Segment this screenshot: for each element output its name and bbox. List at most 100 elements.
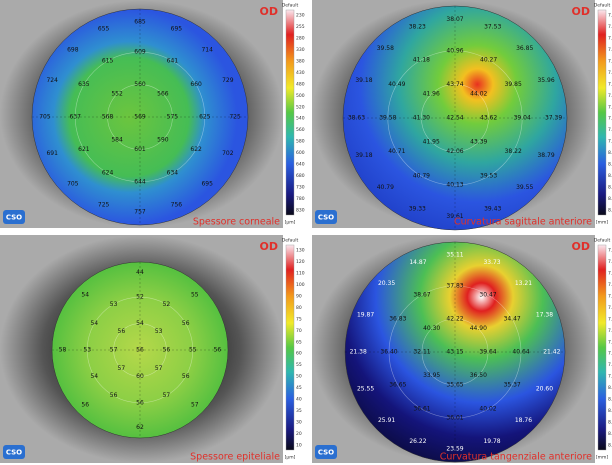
map-value: 58 — [59, 347, 67, 354]
scale-label: 55 — [296, 362, 302, 368]
map-ring — [74, 51, 206, 183]
map-value: 56 — [81, 401, 89, 408]
scale-label: 7.80 — [608, 127, 612, 133]
map-value: 39.53 — [480, 173, 497, 180]
scale-label: 7.50 — [608, 328, 612, 334]
map-value: 25.55 — [357, 386, 374, 393]
map-value: 566 — [157, 91, 169, 98]
map-value: 25.91 — [378, 417, 395, 424]
map-ring — [421, 84, 489, 152]
map-value: 41.95 — [423, 138, 440, 145]
eye-label: OD — [572, 5, 590, 18]
panel: 569 560 566 575 590 601 584 568 552 609 641 660 625 6… — [0, 0, 305, 228]
scale-label: 7.25 — [608, 35, 612, 41]
map-value: 14.87 — [409, 259, 426, 266]
scale-label: 7.25 — [608, 270, 612, 276]
map-value: 20.60 — [536, 386, 553, 393]
map-value: 40.02 — [479, 406, 496, 413]
map-value: 57 — [191, 401, 199, 408]
map-value: 695 — [201, 181, 213, 188]
map-value: 56 — [182, 320, 190, 327]
map-value: 19.87 — [357, 311, 374, 318]
map-value: 35.65 — [446, 382, 463, 389]
map-value: 757 — [134, 209, 146, 216]
map-ring — [387, 50, 523, 186]
scale-label: 7.70 — [608, 351, 612, 357]
map-value: 40.13 — [446, 182, 463, 189]
map-value: 44.90 — [470, 325, 487, 332]
map-value: 609 — [134, 49, 146, 56]
map-caption: Spessore epiteliale — [190, 452, 280, 463]
map-value: 55 — [191, 292, 199, 299]
logo-text: CSO — [318, 214, 334, 222]
topography-map — [342, 5, 568, 231]
scale-unit: [µm] — [285, 455, 296, 461]
scale-label: 7.30 — [608, 282, 612, 288]
scale-label: 7.35 — [608, 293, 612, 299]
map-value: 38.79 — [537, 152, 554, 159]
map-value: 37.83 — [446, 283, 463, 290]
scale-label: 65 — [296, 339, 302, 345]
map-value: 622 — [190, 146, 202, 153]
scale-label: 560 — [296, 127, 305, 133]
map-value: 55 — [189, 347, 197, 354]
scale-label: 830 — [296, 208, 305, 214]
map-value: 39.04 — [514, 115, 531, 122]
map-value: 36.83 — [389, 316, 406, 323]
map-value: 53 — [155, 328, 163, 335]
map-value: 39.58 — [377, 45, 394, 52]
map-value: 18.76 — [515, 417, 532, 424]
scale-label: 8.10 — [608, 162, 612, 168]
map-value: 41.18 — [413, 56, 430, 63]
panel: 56 54 53 56 57 60 57 57 56 52 52 56 55 56 57 56 56 54 53 54… — [0, 235, 305, 463]
map-value: 685 — [134, 18, 146, 25]
map-value: 54 — [136, 320, 144, 327]
map-value: 53 — [83, 347, 91, 354]
scale-title: Default — [594, 3, 611, 9]
logo-text: CSO — [6, 214, 22, 222]
map-value: 60 — [136, 373, 144, 380]
map-value: 40.71 — [388, 148, 405, 155]
map-caption: Curvatura sagittale anteriore — [454, 217, 592, 228]
scale-label: 280 — [296, 35, 305, 41]
map-value: 625 — [199, 114, 211, 121]
map-value: 23.59 — [446, 445, 463, 452]
map-ring — [388, 285, 522, 419]
scale-label: 7.90 — [608, 139, 612, 145]
map-value: 44.02 — [470, 91, 487, 98]
topography-map — [344, 241, 566, 463]
map-value: 56 — [118, 328, 126, 335]
scale-label: 7.60 — [608, 339, 612, 345]
map-value: 34.47 — [504, 316, 521, 323]
map-value: 40.49 — [388, 81, 405, 88]
scale-label: 7.35 — [608, 58, 612, 64]
scale-label: 10 — [296, 443, 302, 449]
scale-label: 8.69 — [608, 208, 612, 214]
map-value: 624 — [102, 170, 114, 177]
color-scale — [285, 244, 295, 451]
map-value: 39.43 — [484, 206, 501, 213]
map-value: 568 — [102, 114, 114, 121]
map-value: 39.33 — [409, 206, 426, 213]
scale-label: 60 — [296, 351, 302, 357]
logo-text: CSO — [6, 449, 22, 457]
scale-label: 7.45 — [608, 316, 612, 322]
scale-label: 7.15 — [608, 13, 612, 19]
scale-label: 8.33 — [608, 185, 612, 191]
scale-label: 100 — [296, 282, 305, 288]
scale-label: 600 — [296, 150, 305, 156]
scale-title: Default — [594, 238, 611, 244]
map-value: 20.35 — [378, 280, 395, 287]
map-value: 21.38 — [350, 349, 367, 356]
scale-title: Default — [282, 238, 299, 244]
scale-label: 20 — [296, 431, 302, 437]
map-value: 56 — [163, 347, 171, 354]
map-value: 57 — [110, 347, 118, 354]
scale-label: 7.45 — [608, 81, 612, 87]
map-value: 38.63 — [348, 115, 365, 122]
scale-label: 75 — [296, 316, 302, 322]
scale-label: 7.70 — [608, 116, 612, 122]
scale-label: 35 — [296, 408, 302, 414]
map-value: 53 — [110, 301, 118, 308]
